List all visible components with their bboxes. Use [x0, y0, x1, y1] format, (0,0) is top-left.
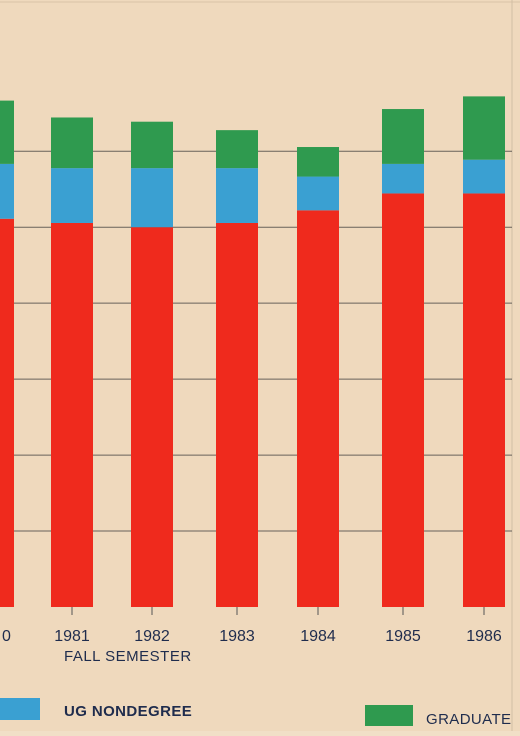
bar-1981-series-2 — [51, 117, 93, 169]
x-axis-title: FALL SEMESTER — [64, 648, 192, 665]
bar-1981-series-1 — [51, 168, 93, 223]
x-tick-label-1983: 1983 — [219, 628, 255, 645]
x-axis-labels: 0 1981 1982 1983 1984 1985 1986 — [2, 628, 502, 645]
bar-1984-series-2 — [297, 147, 339, 177]
legend-swatch-ug-nondegree — [0, 698, 40, 720]
x-tick-label-1985: 1985 — [385, 628, 421, 645]
x-tick-label-1986: 1986 — [466, 628, 502, 645]
bar-1986-series-1 — [463, 159, 505, 194]
bar-1984-series-0 — [297, 210, 339, 607]
bar-1983-series-1 — [216, 168, 258, 223]
bar-1980-series-0 — [0, 218, 14, 607]
bar-1980-series-2 — [0, 100, 14, 164]
x-tick-label-1982: 1982 — [134, 628, 170, 645]
x-tick-label-1980: 0 — [2, 628, 11, 645]
bar-1986-series-2 — [463, 96, 505, 160]
bar-1985-series-2 — [382, 109, 424, 164]
legend-label-graduate: GRADUATE — [426, 711, 511, 728]
bar-1982-series-1 — [131, 168, 173, 228]
bar-1983-series-0 — [216, 222, 258, 608]
bar-1980-series-1 — [0, 163, 14, 219]
x-tick-label-1981: 1981 — [54, 628, 90, 645]
bar-1982-series-2 — [131, 121, 173, 169]
bar-1985-series-1 — [382, 163, 424, 194]
bar-1984-series-1 — [297, 176, 339, 211]
bar-1981-series-0 — [51, 222, 93, 608]
bar-1982-series-0 — [131, 227, 173, 607]
bar-1986-series-0 — [463, 193, 505, 607]
legend-swatch-graduate — [365, 705, 413, 726]
x-axis-ticks — [71, 607, 485, 615]
x-tick-label-1984: 1984 — [300, 628, 336, 645]
bar-1985-series-0 — [382, 193, 424, 607]
bars — [0, 96, 505, 608]
legend-label-ug-nondegree: UG NONDEGREE — [64, 703, 192, 720]
bar-1983-series-2 — [216, 130, 258, 169]
